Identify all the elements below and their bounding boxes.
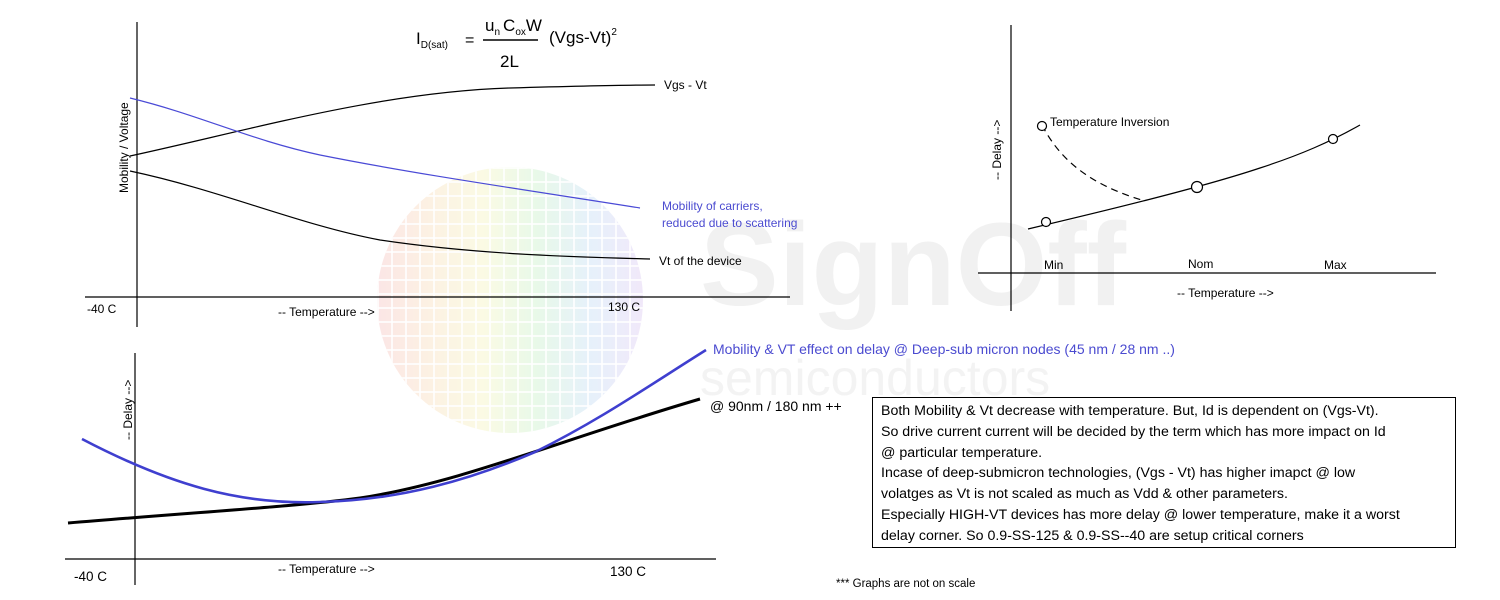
- notes-line: volatges as Vt is not scaled as much as …: [881, 486, 1288, 503]
- graph-temperature-inversion: -- Delay --> Min Nom Max -- Temperature …: [978, 25, 1436, 311]
- formula-equals: =: [465, 32, 474, 49]
- notes-line: Especially HIGH-VT devices has more dela…: [881, 506, 1400, 523]
- graph2-point-inversion: [1036, 120, 1048, 132]
- curve-mobility-label-line2: reduced due to scattering: [662, 216, 797, 230]
- curve-vt: [129, 170, 651, 260]
- formula-denominator: 2L: [500, 52, 519, 71]
- graph2-tick-max: Max: [1324, 258, 1347, 272]
- graph2-inversion-curve: [1041, 124, 1146, 202]
- notes-line: delay corner. So 0.9-SS-125 & 0.9-SS--40…: [881, 527, 1304, 544]
- curve-vgs-minus-vt: [129, 84, 656, 157]
- graph3-x-label: -- Temperature -->: [278, 562, 375, 576]
- graph2-point-min: [1040, 216, 1052, 228]
- graph1-x-max-label: 130 C: [608, 300, 640, 314]
- graph2-x-label: -- Temperature -->: [1177, 286, 1274, 300]
- notes-line: @ particular temperature.: [881, 444, 1043, 461]
- notes-line: Incase of deep-submicron technologies, (…: [881, 465, 1356, 482]
- graph3-y-label: -- Delay -->: [121, 380, 135, 440]
- curve-vgs-label: Vgs - Vt: [664, 78, 707, 92]
- graph3-x-min-label: -40 C: [74, 569, 107, 584]
- graph2-y-label: -- Delay -->: [990, 120, 1004, 180]
- watermark-logo: SignOff semiconductors: [377, 167, 1127, 433]
- watermark-brand: SignOff: [700, 199, 1127, 331]
- notes-box: Both Mobility & Vt decrease with tempera…: [872, 397, 1456, 548]
- graph2-tick-nom: Nom: [1188, 257, 1213, 271]
- curve-older-label: @ 90nm / 180 nm ++: [710, 398, 842, 414]
- formula-numerator: un CoxW: [485, 16, 542, 38]
- graph2-point-nom: [1190, 180, 1204, 194]
- notes-line: Both Mobility & Vt decrease with tempera…: [881, 403, 1379, 419]
- formula-factor: (Vgs-Vt)2: [549, 27, 617, 47]
- curve-mobility-label-line1: Mobility of carriers,: [662, 199, 763, 213]
- curve-vt-label: Vt of the device: [659, 254, 742, 268]
- graph-delay-vs-temperature: -- Delay --> -40 C -- Temperature --> 13…: [65, 341, 1175, 585]
- footnote: *** Graphs are not on scale: [836, 578, 975, 590]
- graph1-x-min-label: -40 C: [87, 302, 117, 316]
- watermark-tagline: semiconductors: [700, 350, 1050, 406]
- curve-older-nodes: [67, 397, 701, 525]
- graph2-delay-curve: [1027, 124, 1361, 230]
- curve-deep-submicron: [81, 348, 707, 504]
- graph2-point-max: [1327, 133, 1339, 145]
- formula-lhs: ID(sat): [416, 29, 448, 51]
- graph2-annotation: Temperature Inversion: [1050, 115, 1169, 129]
- graph1-y-label: Mobility / Voltage: [117, 102, 131, 193]
- drain-current-formula: ID(sat) = un CoxW 2L (Vgs-Vt)2: [416, 16, 617, 71]
- curve-mobility: [129, 97, 641, 209]
- graph-mobility-voltage: Mobility / Voltage -40 C -- Temperature …: [85, 22, 797, 327]
- notes-line: So drive current current will be decided…: [881, 423, 1386, 440]
- graph2-tick-min: Min: [1044, 258, 1063, 272]
- graph1-x-label: -- Temperature -->: [278, 305, 375, 319]
- curve-deep-label: Mobility & VT effect on delay @ Deep-sub…: [713, 341, 1175, 357]
- graph3-x-max-label: 130 C: [610, 564, 646, 579]
